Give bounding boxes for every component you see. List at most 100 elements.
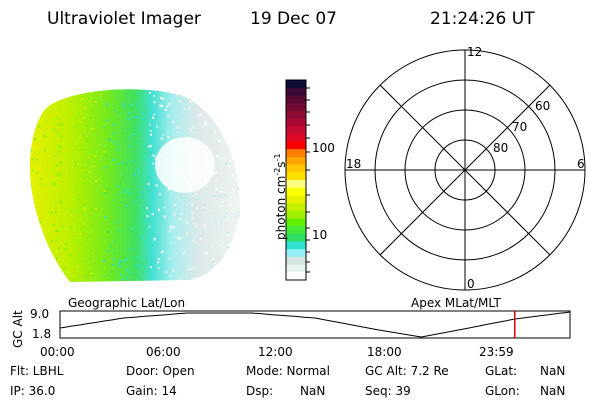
image-pixel (144, 152, 147, 155)
image-pixel (51, 258, 54, 261)
image-pixel (119, 261, 122, 264)
image-pixel (144, 186, 147, 189)
image-pixel (212, 260, 215, 263)
image-pixel (31, 169, 34, 172)
image-pixel (52, 181, 55, 184)
image-pixel (57, 131, 60, 134)
image-pixel (50, 230, 53, 233)
image-pixel (222, 110, 225, 113)
image-pixel (200, 197, 203, 200)
image-pixel (81, 111, 84, 114)
mlt-label-12: 12 (467, 45, 483, 59)
image-pixel (61, 122, 64, 125)
colorbar-tick-10: 10 (312, 228, 328, 242)
image-pixel (110, 221, 113, 224)
image-pixel (163, 215, 166, 218)
colorbar-band (286, 218, 306, 227)
image-pixel (38, 151, 41, 154)
image-pixel (126, 269, 129, 272)
image-pixel (126, 256, 129, 259)
image-pixel (167, 135, 170, 138)
image-pixel (86, 124, 89, 127)
image-pixel (152, 113, 155, 116)
image-pixel (192, 239, 195, 242)
image-pixel (86, 89, 89, 92)
time-label: 21:24:26 UT (430, 9, 535, 29)
image-pixel (92, 165, 95, 168)
image-pixel (137, 283, 139, 285)
image-pixel (124, 91, 127, 94)
image-pixel (143, 153, 146, 156)
image-pixel (214, 216, 217, 219)
image-pixel (106, 104, 109, 107)
image-pixel (65, 141, 68, 144)
image-pixel (66, 228, 69, 231)
image-pixel (194, 133, 197, 136)
door-status: Door: Open (126, 364, 195, 378)
image-pixel (138, 171, 141, 174)
image-pixel (34, 250, 37, 253)
image-pixel (162, 134, 165, 137)
image-pixel (233, 118, 236, 121)
gain-status: Gain: 14 (126, 384, 177, 398)
image-pixel (103, 259, 106, 262)
image-pixel (198, 99, 201, 102)
image-pixel (156, 89, 159, 91)
image-pixel (124, 163, 127, 166)
image-pixel (193, 119, 196, 122)
image-pixel (126, 132, 129, 135)
image-pixel (31, 235, 34, 238)
image-pixel (128, 192, 131, 195)
colorbar-band (286, 164, 306, 173)
image-pixel (102, 231, 105, 234)
image-pixel (68, 99, 71, 102)
image-pixel (52, 128, 55, 131)
image-pixel (88, 171, 91, 174)
image-pixel (136, 280, 139, 282)
colorbar-band (286, 141, 306, 150)
image-pixel (61, 123, 64, 126)
image-pixel (36, 172, 39, 175)
gc-alt-status: GC Alt: 7.2 Re (365, 364, 449, 378)
image-pixel (90, 208, 93, 211)
image-pixel (204, 276, 207, 279)
image-pixel (228, 133, 231, 136)
image-pixel (123, 260, 126, 263)
image-pixel (225, 217, 228, 220)
image-pixel (228, 147, 231, 150)
image-pixel (117, 112, 120, 115)
image-pixel (85, 140, 88, 143)
gc-alt-axis-label: GC Alt (11, 310, 25, 348)
image-pixel (87, 174, 90, 177)
image-pixel (88, 270, 91, 273)
image-pixel (140, 238, 143, 241)
image-pixel (66, 257, 69, 260)
image-pixel (136, 116, 139, 119)
colorbar-band (286, 249, 306, 258)
colorbar-band (286, 126, 306, 135)
image-pixel (231, 206, 234, 209)
image-pixel (229, 204, 232, 207)
image-pixel (173, 213, 176, 216)
image-pixel (40, 271, 43, 274)
image-pixel (168, 230, 171, 233)
image-pixel (85, 106, 88, 109)
image-pixel (53, 146, 56, 149)
image-pixel (46, 268, 49, 271)
image-pixel (221, 267, 224, 270)
image-pixel (145, 111, 148, 114)
image-pixel (116, 148, 119, 151)
image-pixel (126, 188, 129, 191)
image-pixel (140, 280, 143, 282)
image-pixel (136, 243, 139, 246)
image-pixel (41, 184, 44, 187)
image-pixel (67, 101, 70, 104)
image-pixel (83, 208, 86, 211)
image-pixel (90, 91, 93, 94)
image-pixel (108, 139, 111, 142)
image-pixel (86, 237, 89, 240)
colorbar-band (286, 210, 306, 219)
image-pixel (58, 90, 61, 93)
colorbar-frame (285, 79, 307, 281)
image-pixel (89, 89, 92, 91)
